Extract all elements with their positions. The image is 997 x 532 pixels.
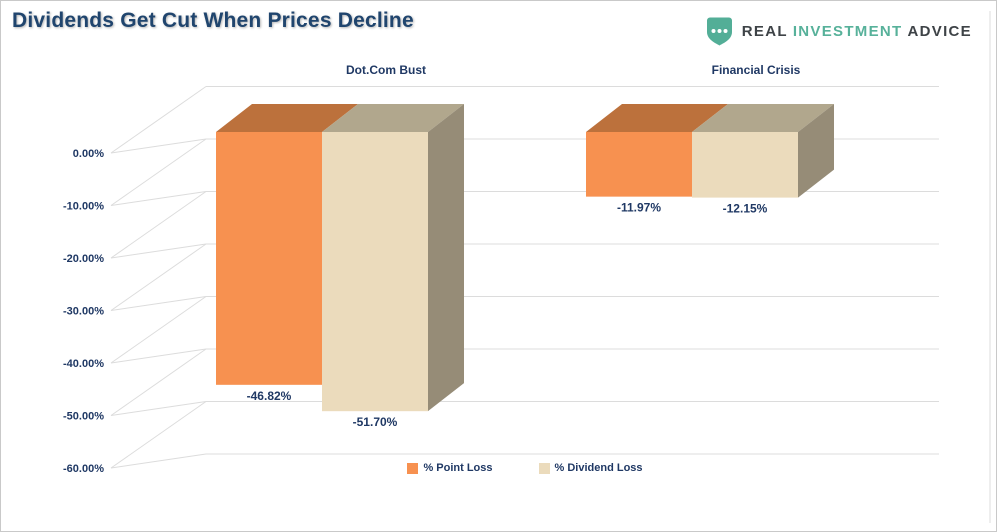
data-label: -12.15% — [723, 202, 768, 216]
shield-icon — [706, 17, 732, 46]
brand-real: REAL — [741, 23, 788, 40]
legend-label: % Dividend Loss — [554, 462, 643, 474]
bar-top-face — [322, 104, 464, 132]
gridline-diagonal — [110, 138, 207, 206]
bar-front-face — [216, 132, 322, 385]
brand-advice: ADVICE — [907, 23, 972, 40]
gridline-diagonal — [110, 138, 207, 154]
gridline-diagonal — [110, 191, 207, 206]
legend-swatch-icon — [538, 462, 550, 474]
legend-item: % Dividend Loss — [538, 462, 643, 474]
bar-front-face — [586, 132, 692, 197]
gridline-diagonal — [110, 453, 207, 469]
y-axis-tick-label: -50.00% — [63, 411, 104, 423]
y-axis-tick-label: -10.00% — [63, 201, 104, 213]
gridline-diagonal — [110, 401, 207, 469]
bar-front-face — [692, 132, 798, 198]
bar-top-face — [586, 104, 728, 132]
y-axis-tick-label: -20.00% — [63, 253, 104, 265]
y-axis-tick-label: -30.00% — [63, 306, 104, 318]
page-title: Dividends Get Cut When Prices Decline — [12, 9, 414, 32]
data-label: -46.82% — [247, 389, 292, 403]
brand-wordmark: REAL INVESTMENT ADVICE — [742, 23, 972, 40]
data-label: -51.70% — [353, 415, 398, 429]
bar-top-face — [692, 104, 834, 132]
gridline-diagonal — [110, 296, 207, 364]
shield-dot — [711, 29, 716, 33]
gridline-diagonal — [110, 296, 207, 311]
shield-dot — [717, 29, 722, 33]
brand-investment: INVESTMENT — [792, 23, 903, 40]
data-label: -11.97% — [617, 201, 661, 215]
legend-swatch-icon — [407, 462, 419, 474]
gridline-diagonal — [110, 191, 207, 259]
category-title: Dot.Com Bust — [346, 63, 426, 77]
gridline-diagonal — [110, 401, 207, 416]
y-axis-tick-label: -60.00% — [63, 463, 104, 475]
brand-logo: REAL INVESTMENT ADVICE — [706, 16, 972, 47]
chart-legend: % Point Loss % Dividend Loss — [111, 462, 939, 474]
bar-front-face — [322, 132, 428, 412]
shield-dot — [723, 29, 728, 33]
y-axis-tick-label: 0.00% — [73, 148, 104, 160]
legend-label: % Point Loss — [423, 462, 493, 474]
bar-top-face — [216, 104, 358, 132]
gridline-diagonal — [110, 348, 207, 416]
legend-item: % Point Loss — [407, 462, 493, 474]
category-title: Financial Crisis — [712, 63, 801, 77]
gridline-diagonal — [110, 243, 207, 259]
y-axis-tick-label: -40.00% — [63, 358, 104, 370]
gridline-diagonal — [110, 243, 207, 311]
bar-side-face — [798, 104, 834, 198]
gridline-diagonal — [110, 348, 207, 364]
bar-side-face — [428, 104, 464, 412]
gridline-diagonal — [110, 86, 207, 154]
